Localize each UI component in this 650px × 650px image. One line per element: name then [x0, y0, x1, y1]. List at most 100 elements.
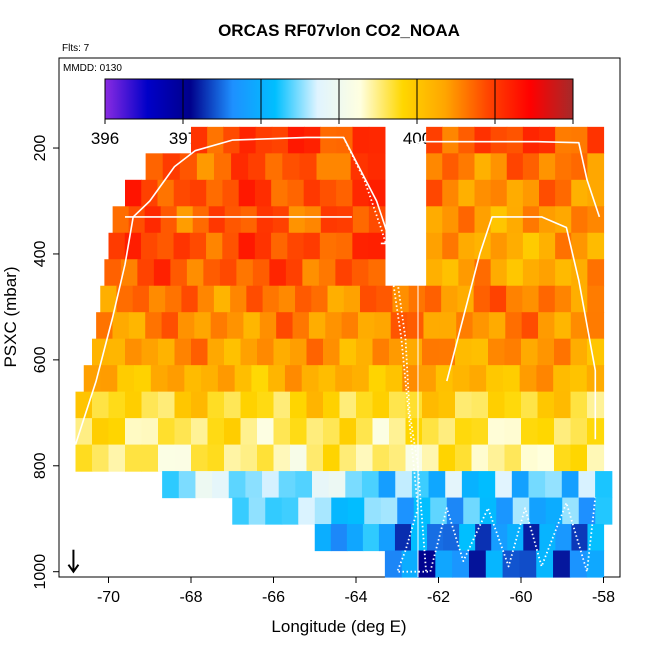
- heatmap-cell: [587, 153, 605, 181]
- heatmap-cell: [405, 338, 423, 366]
- flight-track-line: [446, 216, 597, 440]
- heatmap-cell: [112, 312, 130, 340]
- heatmap-cell: [512, 497, 530, 525]
- heatmap-cell: [295, 471, 313, 499]
- heatmap-cell: [538, 285, 556, 313]
- heatmap-cell: [395, 471, 413, 499]
- heatmap-cell: [521, 391, 539, 419]
- heatmap-cell: [389, 391, 407, 419]
- heatmap-cell: [372, 391, 390, 419]
- heatmap-cell: [378, 471, 396, 499]
- heatmap-cell: [312, 471, 330, 499]
- heatmap-cell: [174, 391, 192, 419]
- heatmap-cell: [116, 285, 134, 313]
- heatmap-cell: [478, 471, 496, 499]
- heatmap-cell: [230, 285, 247, 313]
- heatmap-cell: [301, 365, 320, 393]
- heatmap-cell: [539, 126, 556, 154]
- colorbar-tick-label: 396: [91, 129, 119, 148]
- heatmap-cell: [380, 497, 398, 525]
- heatmap-cell: [362, 524, 380, 552]
- heatmap-cell: [522, 126, 540, 154]
- heatmap-cell: [217, 365, 236, 393]
- heatmap-cell: [442, 259, 459, 287]
- heatmap-cell: [290, 391, 308, 419]
- heatmap-cell: [227, 312, 245, 340]
- heatmap-cell: [181, 285, 199, 313]
- heatmap-cell: [257, 338, 275, 366]
- heatmap-cell: [488, 391, 506, 419]
- heatmap-cell: [438, 418, 456, 446]
- heatmap-cell: [456, 312, 474, 340]
- heatmap-cell: [372, 338, 390, 366]
- heatmap-cell: [179, 153, 198, 181]
- heatmap-cell: [555, 206, 572, 234]
- heatmap-cell: [423, 312, 441, 340]
- heatmap-cell: [194, 312, 212, 340]
- heatmap-cell: [224, 206, 242, 234]
- heatmap-cell: [137, 259, 155, 287]
- heatmap-cell: [356, 338, 374, 366]
- heatmap-cell: [554, 418, 572, 446]
- heatmap-cell: [295, 285, 312, 313]
- heatmap-cell: [426, 179, 443, 207]
- heatmap-cell: [75, 444, 93, 472]
- heatmap-cell: [141, 338, 159, 366]
- heatmap-cell: [285, 259, 303, 287]
- heatmap-cell: [92, 391, 110, 419]
- heatmap-cell: [555, 232, 572, 260]
- heatmap-cell: [262, 285, 280, 313]
- heatmap-cell: [519, 550, 537, 578]
- heatmap-cell: [276, 312, 294, 340]
- heatmap-cell: [364, 497, 382, 525]
- heatmap-cell: [318, 365, 336, 393]
- heatmap-cell: [472, 312, 490, 340]
- heatmap-cell: [278, 285, 296, 313]
- heatmap-cell: [578, 497, 596, 525]
- heatmap-cell: [595, 471, 613, 499]
- heatmap-cell: [522, 285, 540, 313]
- x-tick-label: -58: [592, 589, 615, 606]
- heatmap-cell: [555, 126, 572, 154]
- heatmap-cell: [553, 365, 571, 393]
- heatmap-cell: [378, 524, 396, 552]
- heatmap-cell: [228, 471, 246, 499]
- heatmap-cell: [177, 312, 195, 340]
- heatmap-cell: [184, 365, 202, 393]
- heatmap-cell: [327, 285, 345, 313]
- heatmap-cell: [468, 550, 487, 578]
- heatmap-cell: [271, 179, 289, 207]
- heatmap-cell: [104, 259, 122, 287]
- heatmap-cell: [570, 444, 588, 472]
- heatmap-cell: [455, 418, 473, 446]
- heatmap-cell: [474, 206, 492, 234]
- heatmap-cell: [385, 365, 403, 393]
- heatmap-cell: [306, 338, 324, 366]
- heatmap-cell: [236, 259, 254, 287]
- x-tick-label: -70: [97, 589, 120, 606]
- heatmap-cell: [537, 444, 555, 472]
- heatmap-cell: [303, 179, 321, 207]
- heatmap-cell: [210, 312, 228, 340]
- heatmap-cell: [569, 365, 588, 393]
- heatmap-cell: [257, 418, 275, 446]
- heatmap-cell: [502, 550, 521, 578]
- heatmap-cell: [455, 391, 473, 419]
- heatmap-cell: [504, 338, 522, 366]
- heatmap-cell: [587, 232, 605, 260]
- heatmap-cell: [389, 418, 407, 446]
- heatmap-cell: [495, 471, 513, 499]
- heatmap-cell: [361, 471, 380, 499]
- heatmap-cell: [292, 312, 310, 340]
- heatmap-cell: [505, 312, 523, 340]
- arrow-head: [67, 564, 80, 574]
- heatmap-cell: [224, 444, 242, 472]
- heatmap-cell: [191, 338, 209, 366]
- heatmap-cell: [426, 232, 443, 260]
- heatmap-cell: [571, 153, 588, 181]
- heatmap-cell: [374, 312, 392, 340]
- x-axis: -70 -68 -66 -64 -62 -60 -58: [97, 577, 615, 606]
- heatmap-cell: [284, 365, 303, 393]
- heatmap-cell: [265, 153, 283, 181]
